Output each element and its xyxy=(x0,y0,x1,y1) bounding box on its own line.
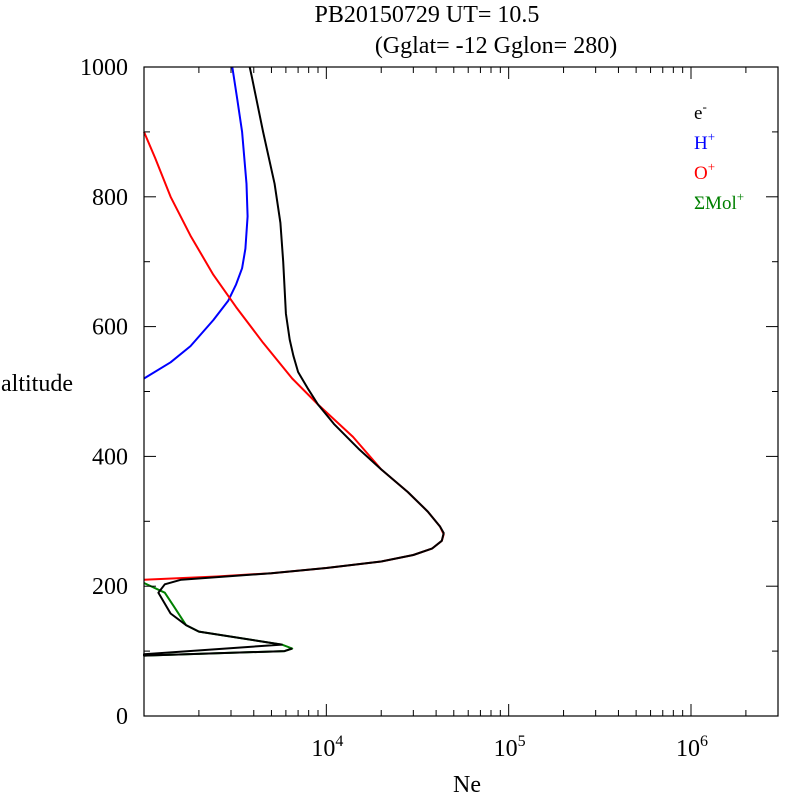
chart-subtitle: (Gglat= -12 Gglon= 280) xyxy=(375,33,617,59)
plot-frame xyxy=(143,66,779,717)
legend-sup: - xyxy=(702,99,706,114)
legend-label: H xyxy=(694,133,708,154)
x-tick-label: 105 xyxy=(494,733,526,762)
x-axis-label: Ne xyxy=(453,772,481,796)
legend-item: e- xyxy=(694,99,707,124)
x-tick-base: 10 xyxy=(494,736,518,762)
x-tick-exponent: 6 xyxy=(700,733,708,750)
legend-sup: + xyxy=(708,159,715,174)
legend-label: ΣMol xyxy=(694,193,737,214)
tick-marks xyxy=(143,66,779,717)
legend-item: ΣMol+ xyxy=(694,189,744,214)
y-tick-label: 0 xyxy=(116,704,128,730)
x-tick-exponent: 4 xyxy=(335,733,343,750)
x-tick-label: 106 xyxy=(676,733,708,762)
legend-sup: + xyxy=(708,129,715,144)
legend-sup: + xyxy=(737,189,744,204)
y-axis-label: altitude xyxy=(1,371,73,397)
legend-item: O+ xyxy=(694,159,715,184)
chart-title: PB20150729 UT= 10.5 xyxy=(315,2,540,28)
legend-item: H+ xyxy=(694,129,715,154)
legend-label: e xyxy=(694,103,702,124)
x-tick-label: 104 xyxy=(311,733,343,762)
y-tick-label: 200 xyxy=(92,574,128,600)
legend: e-H+O+ΣMol+ xyxy=(694,99,744,214)
x-tick-base: 10 xyxy=(311,736,335,762)
y-tick-label: 600 xyxy=(92,315,128,341)
series-layer xyxy=(143,66,445,657)
legend-label: O xyxy=(694,163,708,184)
y-tick-label: 400 xyxy=(92,444,128,470)
x-tick-labels: 104 105 106 xyxy=(311,733,708,762)
y-tick-label: 1000 xyxy=(80,55,128,81)
series-line-e xyxy=(143,66,445,657)
series-line-h xyxy=(143,66,249,380)
y-tick-labels: 0 200 400 600 800 1000 xyxy=(80,55,128,730)
x-tick-exponent: 5 xyxy=(518,733,526,750)
x-tick-base: 10 xyxy=(676,736,700,762)
y-tick-label: 800 xyxy=(92,185,128,211)
